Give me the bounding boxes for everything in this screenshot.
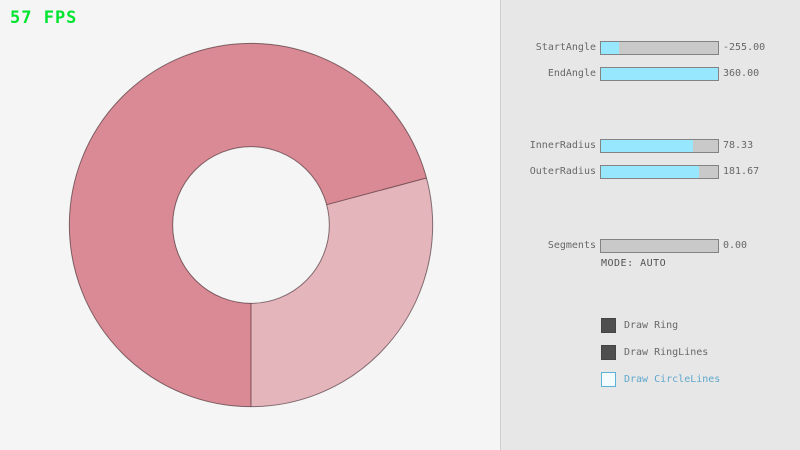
fps-counter: 57 FPS: [10, 8, 78, 28]
slider-label-startangle: StartAngle: [535, 42, 596, 53]
slider-value-innerradius: 78.33: [723, 140, 754, 151]
controls-panel: StartAngle -255.00 EndAngle 360.00 Inner…: [500, 0, 800, 450]
slider-label-endangle: EndAngle: [547, 68, 596, 79]
slider-startangle-fill: [601, 42, 619, 54]
ring-graphic: [68, 42, 434, 408]
checkbox-draw-ringlines[interactable]: [601, 345, 616, 360]
slider-label-segments: Segments: [547, 240, 596, 251]
slider-label-innerradius: InnerRadius: [529, 140, 596, 151]
slider-row-innerradius: InnerRadius 78.33: [501, 139, 800, 153]
slider-label-outerradius: OuterRadius: [529, 166, 596, 177]
slider-startangle[interactable]: [600, 41, 719, 55]
ring-radial-line: [326, 177, 427, 206]
slider-endangle[interactable]: [600, 67, 719, 81]
checkbox-row-draw-circlelines: Draw CircleLines: [601, 371, 720, 388]
drawing-area: 57 FPS: [10, 8, 434, 408]
slider-endangle-fill: [601, 68, 718, 80]
slider-outerradius-fill: [601, 166, 700, 178]
slider-value-endangle: 360.00: [723, 68, 760, 79]
slider-innerradius[interactable]: [600, 139, 719, 153]
slider-value-startangle: -255.00: [723, 42, 766, 53]
slider-row-startangle: StartAngle -255.00: [501, 41, 800, 55]
checkbox-row-draw-ringlines: Draw RingLines: [601, 344, 708, 361]
checkbox-label-draw-circlelines: Draw CircleLines: [624, 374, 721, 385]
slider-value-segments: 0.00: [723, 240, 748, 251]
checkbox-draw-circlelines[interactable]: [601, 372, 616, 387]
slider-segments[interactable]: [600, 239, 719, 253]
ring-fill-double-pass: [69, 43, 427, 407]
slider-outerradius[interactable]: [600, 165, 719, 179]
checkbox-draw-ring[interactable]: [601, 318, 616, 333]
slider-innerradius-fill: [601, 140, 694, 152]
slider-row-endangle: EndAngle 360.00: [501, 67, 800, 81]
checkbox-label-draw-ringlines: Draw RingLines: [624, 347, 709, 358]
checkbox-label-draw-ring: Draw Ring: [624, 320, 679, 331]
checkbox-row-draw-ring: Draw Ring: [601, 317, 678, 334]
slider-row-outerradius: OuterRadius 181.67: [501, 165, 800, 179]
inner-ring-line: [172, 146, 330, 304]
segments-mode-label: MODE: AUTO: [601, 258, 667, 269]
slider-row-segments: Segments 0.00: [501, 239, 800, 253]
slider-value-outerradius: 181.67: [723, 166, 760, 177]
